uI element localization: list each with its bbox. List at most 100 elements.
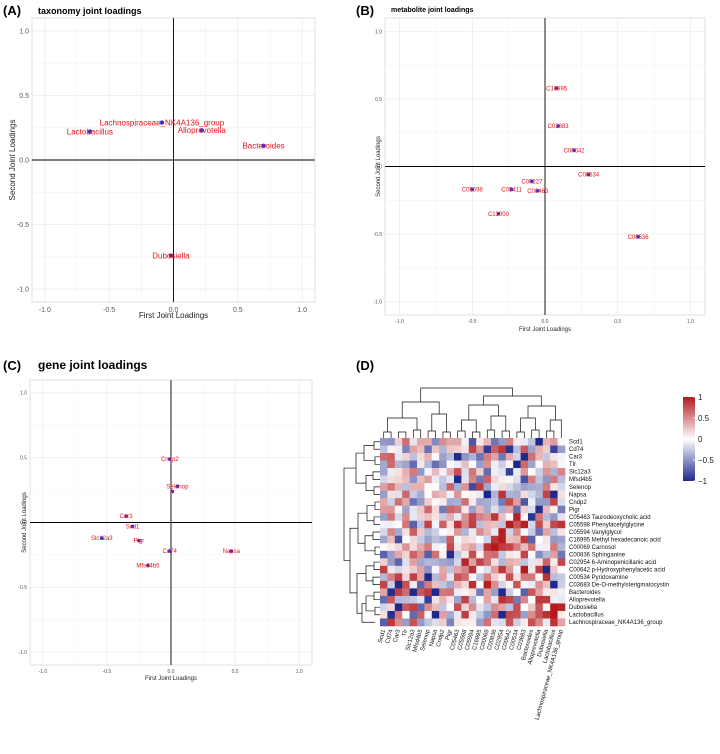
- heatmap-cell: [454, 603, 462, 612]
- heatmap-cell: [424, 618, 433, 627]
- heatmap-cell: [505, 595, 514, 604]
- heatmap-cell: [424, 588, 433, 597]
- heatmap-cell: [505, 550, 514, 559]
- data-point-label: Dubosiella: [152, 251, 190, 260]
- heatmap-cell: [409, 603, 418, 612]
- heatmap-cell: [461, 603, 470, 612]
- heatmap-cell: [535, 520, 544, 529]
- heatmap-cell: [520, 460, 529, 469]
- y-tick-label: -0.5: [373, 232, 382, 238]
- heatmap-row-label: Lachnospiraceae_NK4A136_group: [569, 620, 663, 626]
- heatmap-cell: [409, 445, 418, 454]
- heatmap-cell: [402, 513, 410, 522]
- heatmap-cell: [491, 558, 499, 567]
- heatmap-cell: [520, 565, 529, 574]
- heatmap-cell: [513, 445, 521, 454]
- heatmap-row-label: C00642 p-Hydroxyphenylacetic acid: [569, 567, 665, 573]
- heatmap-cell: [528, 580, 536, 589]
- heatmap-cell: [513, 483, 521, 491]
- heatmap-cell: [380, 505, 388, 514]
- heatmap-row-label: C00534 Pyridoxamine: [569, 575, 629, 581]
- heatmap-cell: [394, 475, 403, 484]
- heatmap-cell: [520, 513, 529, 522]
- heatmap-cell: [550, 498, 558, 506]
- heatmap-cell: [542, 565, 551, 574]
- heatmap-cell: [557, 618, 566, 627]
- heatmap-cell: [550, 565, 558, 574]
- heatmap-cell: [402, 445, 410, 454]
- heatmap-cell: [498, 603, 507, 612]
- heatmap-cell: [409, 460, 418, 469]
- heatmap-cell: [542, 588, 551, 597]
- heatmap-cell: [380, 490, 388, 499]
- data-point: [159, 120, 165, 125]
- heatmap-cell: [424, 543, 433, 552]
- heatmap-row-label: Cd74: [569, 447, 584, 453]
- heatmap-cell: [498, 438, 507, 446]
- heatmap-cell: [461, 468, 470, 476]
- heatmap-cell: [528, 588, 536, 597]
- heatmap-cell: [505, 543, 514, 552]
- heatmap-cell: [476, 505, 484, 514]
- heatmap-cell: [520, 445, 529, 454]
- heatmap-cell: [431, 558, 440, 567]
- heatmap-cell: [402, 490, 410, 499]
- heatmap-cell: [520, 595, 529, 604]
- heatmap-cell: [446, 535, 455, 544]
- heatmap-row-label: Tlr: [569, 462, 576, 468]
- heatmap-cell: [476, 445, 484, 454]
- heatmap-cell: [417, 573, 425, 582]
- heatmap-cell: [557, 565, 566, 574]
- heatmap-cell: [387, 535, 396, 544]
- heatmap-cell: [542, 618, 551, 627]
- heatmap-cell: [380, 468, 388, 476]
- heatmap-cell: [513, 550, 521, 559]
- heatmap-cell: [409, 618, 418, 627]
- heatmap-cell: [439, 438, 447, 446]
- heatmap-cell: [424, 483, 433, 491]
- heatmap-cell: [461, 558, 470, 567]
- heatmap-cell: [380, 535, 388, 544]
- heatmap-cell: [417, 558, 425, 567]
- heatmap-cell: [424, 438, 433, 446]
- heatmap-cell: [505, 558, 514, 567]
- heatmap-cell: [535, 438, 544, 446]
- y-tick-label: -1.0: [373, 299, 382, 305]
- heatmap-cell: [461, 520, 470, 529]
- heatmap-cell: [520, 520, 529, 529]
- heatmap-cell: [402, 588, 410, 597]
- heatmap-cell: [387, 558, 396, 567]
- heatmap-row-label: C16995 Methyl hexadecanoic acid: [569, 537, 661, 543]
- heatmap-cell: [402, 438, 410, 446]
- heatmap-cell: [402, 483, 410, 491]
- heatmap-cell: [380, 565, 388, 574]
- heatmap-cell: [505, 573, 514, 582]
- heatmap-cell: [431, 513, 440, 522]
- legend-tick-label: 0.5: [698, 414, 710, 423]
- heatmap-cell: [520, 468, 529, 476]
- heatmap-cell: [513, 475, 521, 484]
- heatmap-cell: [535, 460, 544, 469]
- panel-a-taxonomy-scatter: (A) taxonomy joint loadings -1.0 -0.5 0.0 0…: [3, 3, 316, 320]
- heatmap-cell: [505, 460, 514, 469]
- heatmap-cell: [550, 618, 558, 627]
- heatmap-cell: [491, 483, 499, 491]
- heatmap-cell: [491, 603, 499, 612]
- heatmap-cell: [387, 550, 396, 559]
- heatmap-cell: [491, 453, 499, 461]
- heatmap-cell: [535, 483, 544, 491]
- heatmap-cell: [402, 543, 410, 552]
- data-point: [530, 179, 534, 184]
- heatmap-cell: [498, 475, 507, 484]
- data-point-label: C00227: [521, 179, 543, 185]
- heatmap-cell: [431, 543, 440, 552]
- heatmap-cell: [387, 565, 396, 574]
- heatmap-cell: [446, 468, 455, 476]
- heatmap-cell: [513, 565, 521, 574]
- y-axis-label: Second Joint Loadings: [22, 492, 28, 553]
- heatmap-cell: [431, 595, 440, 604]
- heatmap-cell: [505, 535, 514, 544]
- heatmap-cell: [439, 468, 447, 476]
- heatmap-cell: [446, 513, 455, 522]
- heatmap-cell: [498, 483, 507, 491]
